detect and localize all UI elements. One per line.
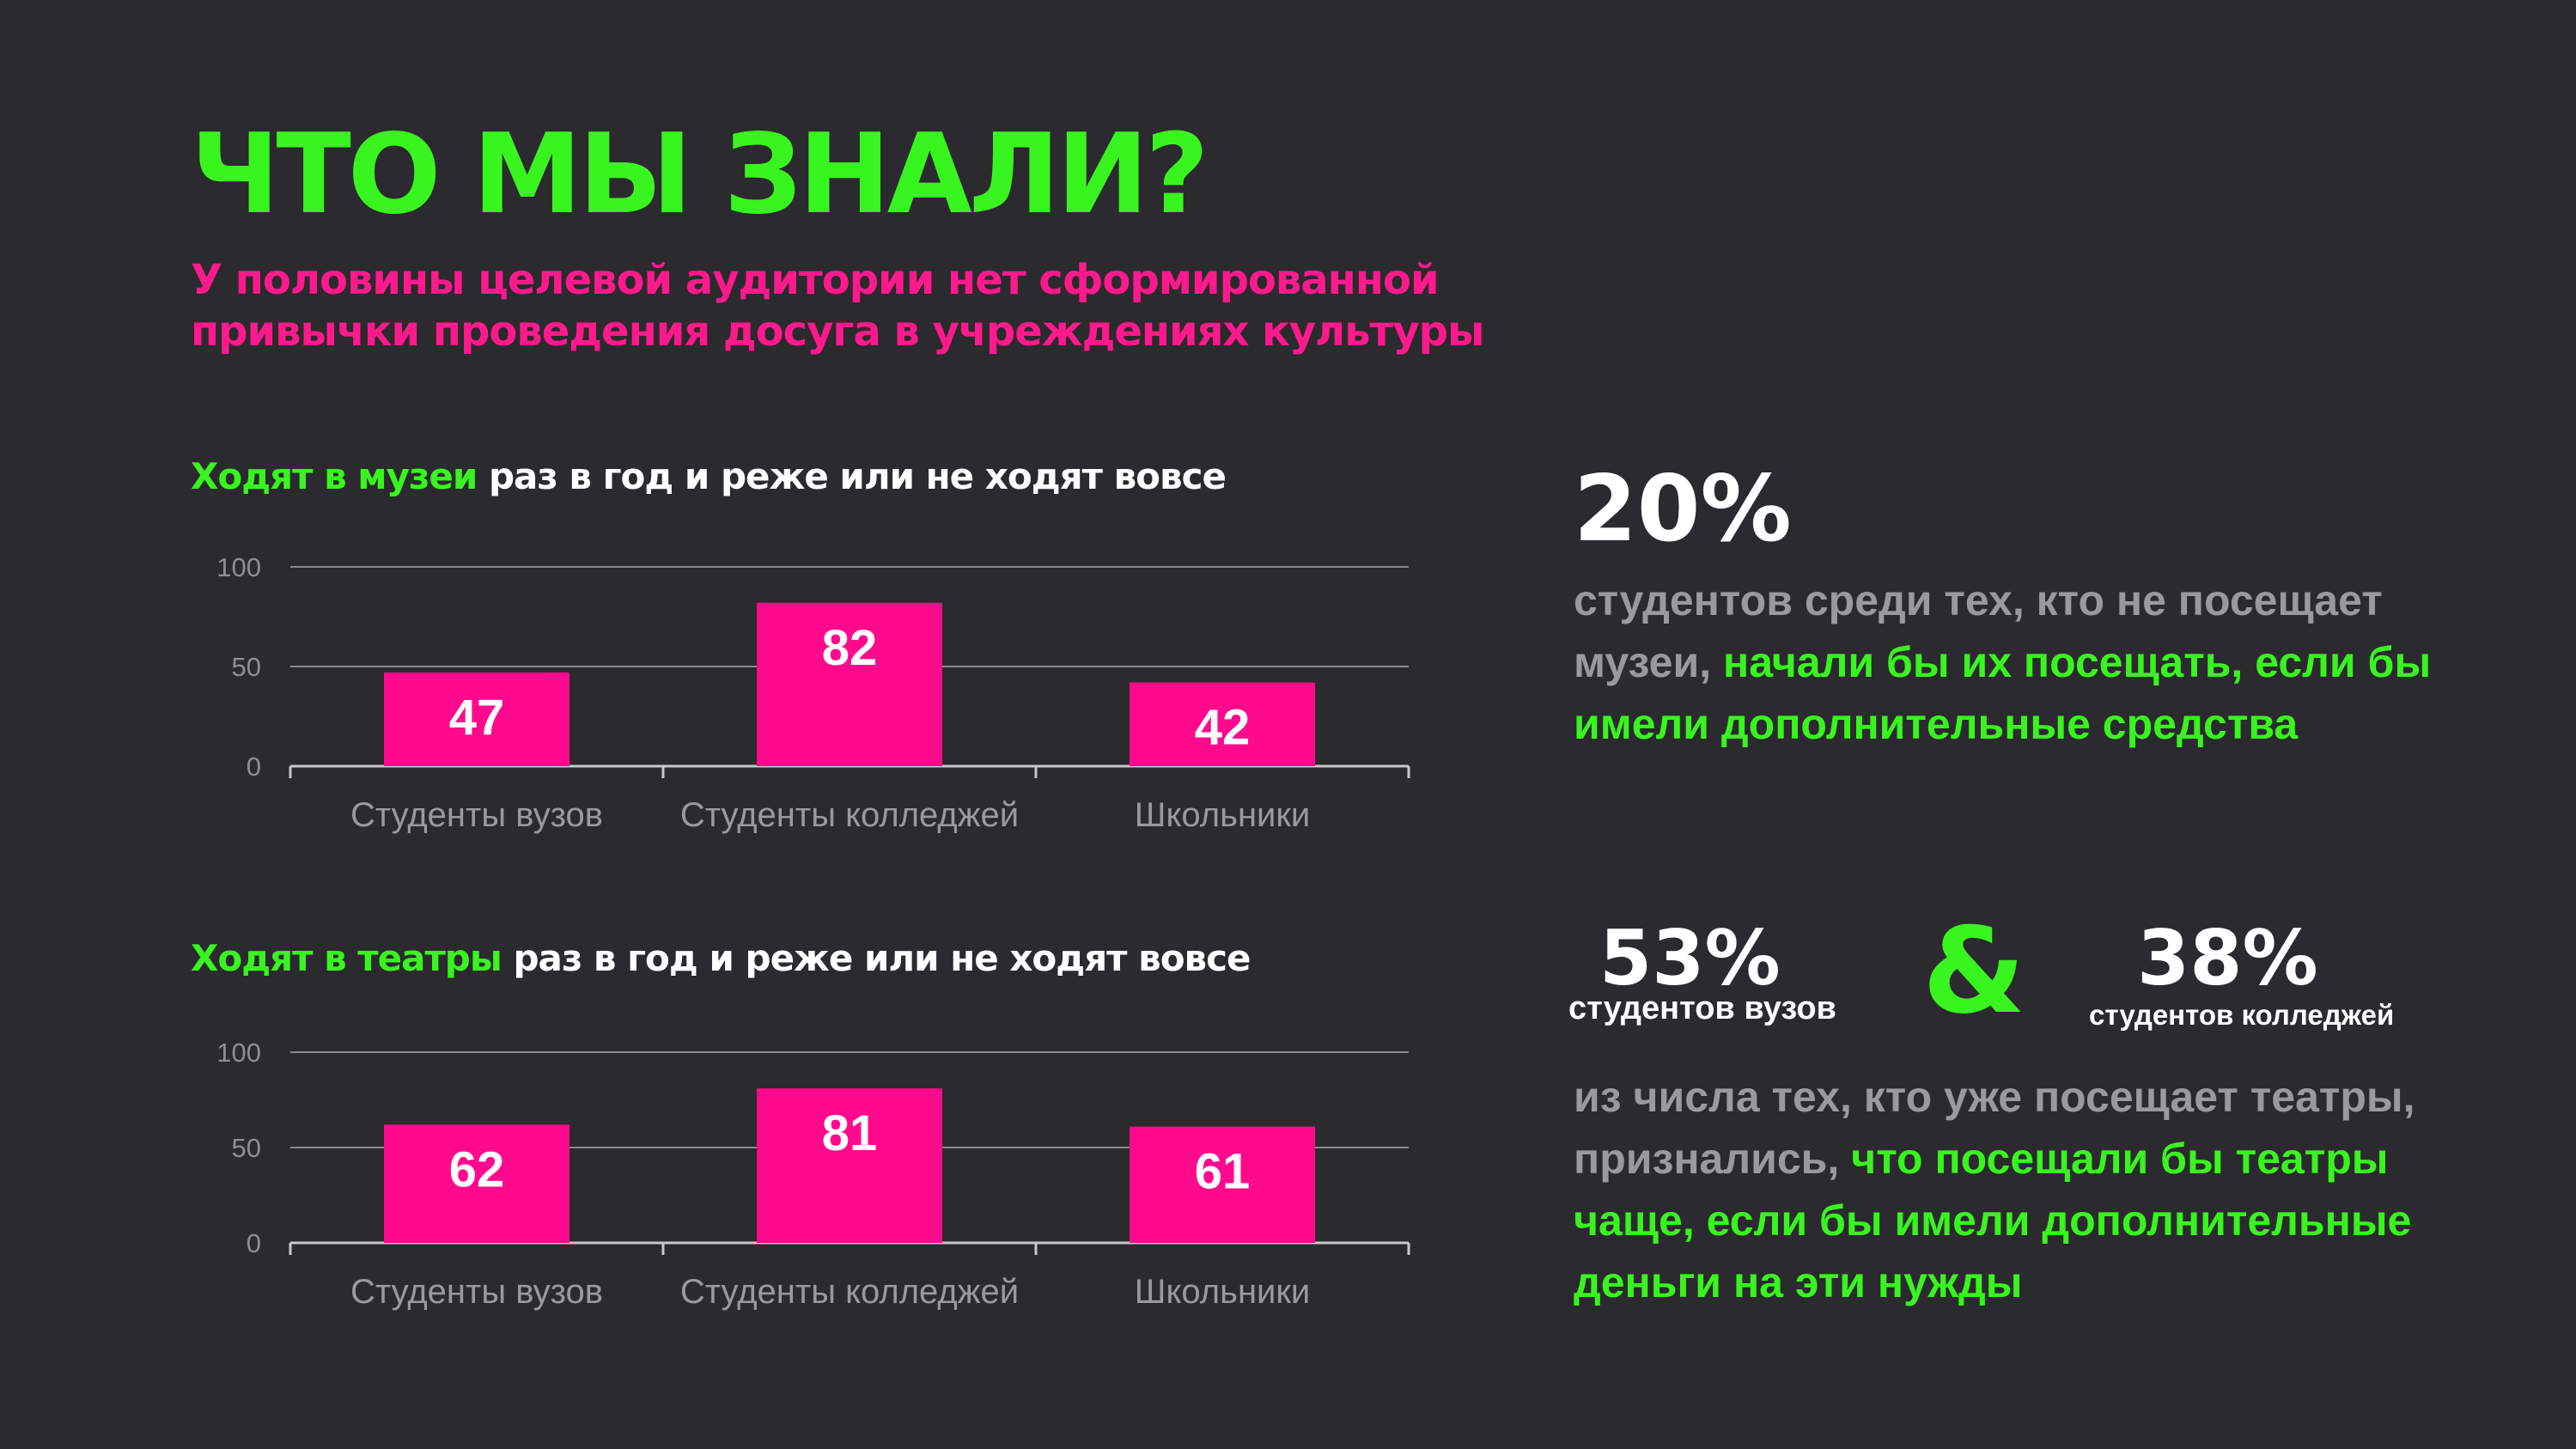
stat-college-value: 38% bbox=[2137, 914, 2318, 1002]
y-tick-label: 50 bbox=[232, 1133, 261, 1163]
bar bbox=[1130, 682, 1315, 766]
stat-university-value: 53% bbox=[1599, 914, 1781, 1002]
y-tick-label: 50 bbox=[232, 652, 261, 682]
x-tick-label: Студенты вузов bbox=[350, 1273, 603, 1311]
y-tick-label: 0 bbox=[247, 1228, 261, 1258]
y-tick-label: 0 bbox=[247, 752, 261, 782]
bar bbox=[384, 1124, 569, 1243]
bar bbox=[1130, 1126, 1315, 1243]
bar-data-label: 82 bbox=[822, 620, 878, 676]
x-tick-label: Студенты колледжей bbox=[680, 796, 1019, 834]
bar-data-label: 47 bbox=[449, 690, 505, 746]
museum-chart-heading: Ходят в музеи раз в год и реже или не хо… bbox=[191, 455, 1227, 497]
x-tick-label: Студенты колледжей bbox=[680, 1273, 1019, 1311]
stat-university-label: студентов вузов bbox=[1568, 990, 1836, 1026]
x-tick-label: Школьники bbox=[1135, 1273, 1310, 1311]
stat-museum-value: 20% bbox=[1574, 456, 1792, 562]
bar bbox=[757, 1088, 942, 1243]
bar bbox=[384, 672, 569, 766]
theatre-chart-heading-highlight: Ходят в театры bbox=[191, 937, 502, 979]
x-tick-label: Школьники bbox=[1135, 796, 1310, 834]
stat-theatre-text-green: что посещали бы театры чаще, если бы име… bbox=[1574, 1135, 2412, 1306]
y-tick-label: 100 bbox=[216, 552, 261, 582]
bar-data-label: 81 bbox=[822, 1105, 878, 1161]
bar bbox=[757, 602, 942, 766]
page-subtitle: У половины целевой аудитории нет сформир… bbox=[191, 256, 1484, 356]
bar-data-label: 61 bbox=[1195, 1144, 1251, 1200]
stat-museum-text-gray: студентов среди тех, кто не посещает муз… bbox=[1574, 576, 2383, 686]
x-tick-label: Студенты вузов bbox=[350, 796, 603, 834]
page-title: ЧТО МЫ ЗНАЛИ? bbox=[191, 111, 1209, 239]
ampersand-sign: & bbox=[1922, 902, 2026, 1040]
theatre-bar-chart: 0 50 100 62 Студенты вузов 81 Студенты колледж… bbox=[216, 1038, 1410, 1311]
stat-college-label: студентов колледжей bbox=[2089, 999, 2395, 1031]
museum-bar-chart: 0 50 100 47 Студенты вузов 82 Студенты колледж… bbox=[216, 552, 1410, 834]
theatre-chart-heading-rest: раз в год и реже или не ходят вовсе bbox=[501, 937, 1251, 979]
bar-data-label: 42 bbox=[1195, 700, 1251, 756]
stat-theatre-text-gray: из числа тех, кто уже посещает театры, п… bbox=[1574, 1073, 2415, 1183]
stat-museum-text-green: начали бы их посещать, если бы имели доп… bbox=[1574, 638, 2432, 748]
museum-chart-heading-highlight: Ходят в музеи bbox=[191, 455, 478, 497]
bar-data-label: 62 bbox=[449, 1142, 505, 1197]
museum-chart-heading-rest: раз в год и реже или не ходят вовсе bbox=[477, 455, 1227, 497]
theatre-chart-heading: Ходят в театры раз в год и реже или не х… bbox=[191, 937, 1251, 979]
stat-museum-text: студентов среди тех, кто не посещает муз… bbox=[1574, 569, 2433, 755]
y-tick-label: 100 bbox=[216, 1038, 261, 1068]
stat-theatre-text: из числа тех, кто уже посещает театры, п… bbox=[1574, 1066, 2476, 1313]
